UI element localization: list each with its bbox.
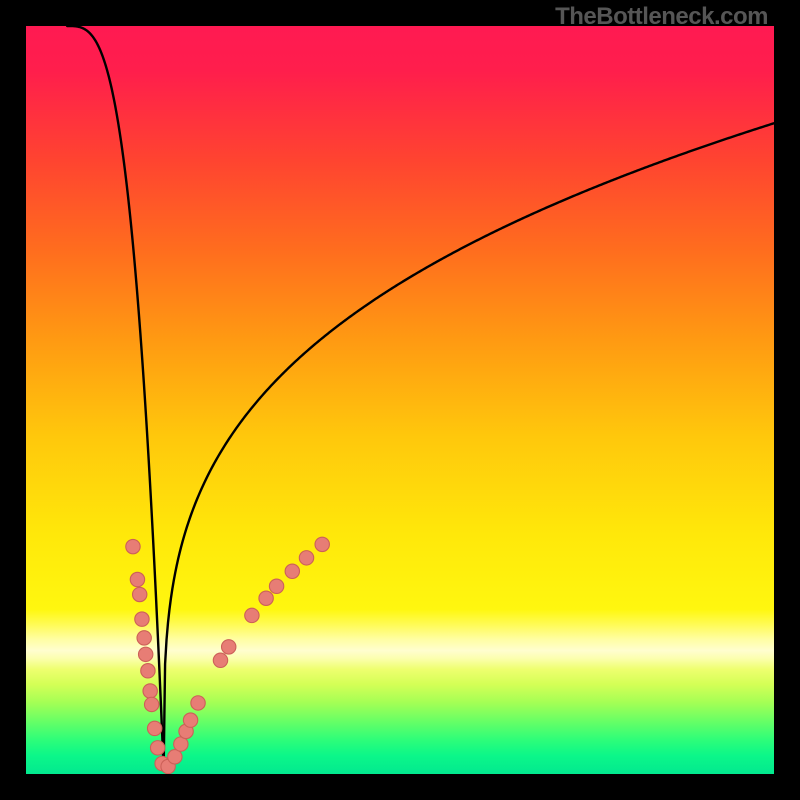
data-marker [135, 612, 149, 626]
chart-frame: TheBottleneck.com [0, 0, 800, 800]
data-marker [126, 539, 140, 553]
data-marker [269, 579, 283, 593]
data-marker [137, 631, 151, 645]
plot-svg [26, 26, 774, 774]
watermark-text: TheBottleneck.com [555, 3, 768, 31]
data-marker [130, 572, 144, 586]
data-marker [147, 721, 161, 735]
data-marker [144, 697, 158, 711]
data-marker [222, 640, 236, 654]
data-marker [285, 564, 299, 578]
data-marker [143, 684, 157, 698]
data-marker [138, 647, 152, 661]
data-marker [191, 696, 205, 710]
data-marker [213, 653, 227, 667]
data-marker [133, 587, 147, 601]
data-marker [141, 664, 155, 678]
data-marker [183, 713, 197, 727]
data-marker [245, 608, 259, 622]
data-marker [299, 551, 313, 565]
data-marker [259, 591, 273, 605]
gradient-background [26, 26, 774, 774]
data-marker [315, 537, 329, 551]
data-marker [150, 741, 164, 755]
